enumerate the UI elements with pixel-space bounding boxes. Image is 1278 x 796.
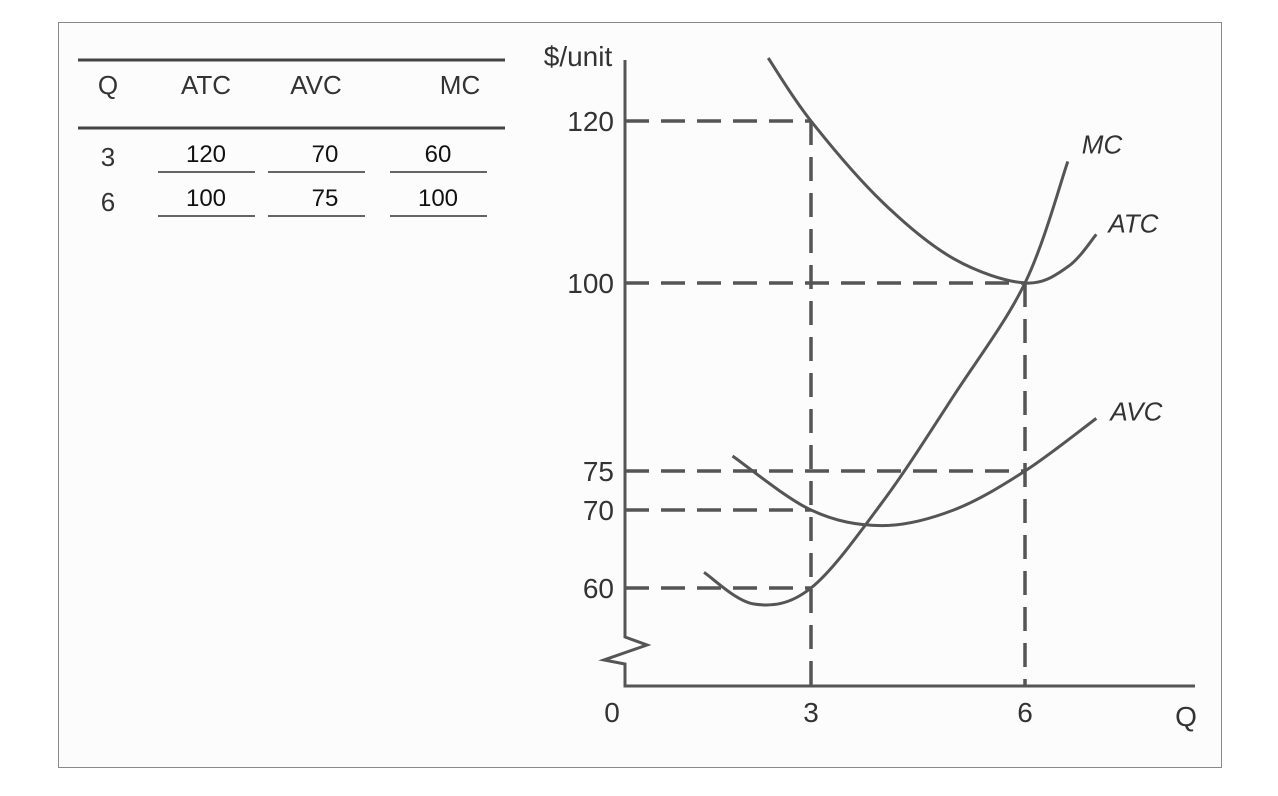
mc-curve-label: MC: [1082, 130, 1123, 160]
table-row1-mc: 60: [425, 141, 452, 168]
table-header-avc: AVC: [290, 70, 342, 100]
x-tick-3: 3: [803, 697, 819, 728]
table-header-atc: ATC: [181, 70, 231, 100]
table-row1-q: 3: [101, 142, 115, 172]
avc-curve: [731, 417, 1098, 528]
y-tick-70: 70: [583, 495, 614, 526]
table-row2-mc: 100: [418, 185, 458, 212]
y-tick-60: 60: [583, 573, 614, 604]
table-row2-avc: 75: [312, 185, 339, 212]
table-header-q: Q: [98, 70, 118, 100]
curve-labels: MC ATC AVC: [1082, 130, 1163, 427]
axes: $/unit Q 0: [544, 41, 1197, 732]
tick-labels: 60 70 75 100 120 3 6: [567, 106, 1033, 728]
table-row1-avc: 70: [312, 141, 339, 168]
mc-curve: [703, 161, 1070, 607]
y-axis-label: $/unit: [544, 41, 613, 72]
table-row2-q: 6: [101, 187, 115, 217]
table-row1-atc: 120: [186, 141, 226, 168]
x-tick-6: 6: [1017, 697, 1033, 728]
avc-curve-label: AVC: [1108, 396, 1162, 426]
table-header-mc: MC: [440, 70, 480, 100]
atc-curve: [766, 57, 1098, 285]
axis-lines-with-break: [598, 60, 1195, 688]
origin-label: 0: [604, 697, 620, 728]
x-axis-label: Q: [1175, 701, 1197, 732]
table-row2-atc: 100: [186, 185, 226, 212]
y-tick-120: 120: [567, 106, 614, 137]
y-tick-100: 100: [567, 268, 614, 299]
dashed-guides: [625, 119, 1027, 686]
y-tick-75: 75: [583, 456, 614, 487]
cost-curves: [703, 57, 1098, 607]
cost-table: Q ATC AVC MC 3 120 70 60 6 100 75 100: [78, 58, 505, 217]
atc-curve-label: ATC: [1106, 208, 1158, 238]
